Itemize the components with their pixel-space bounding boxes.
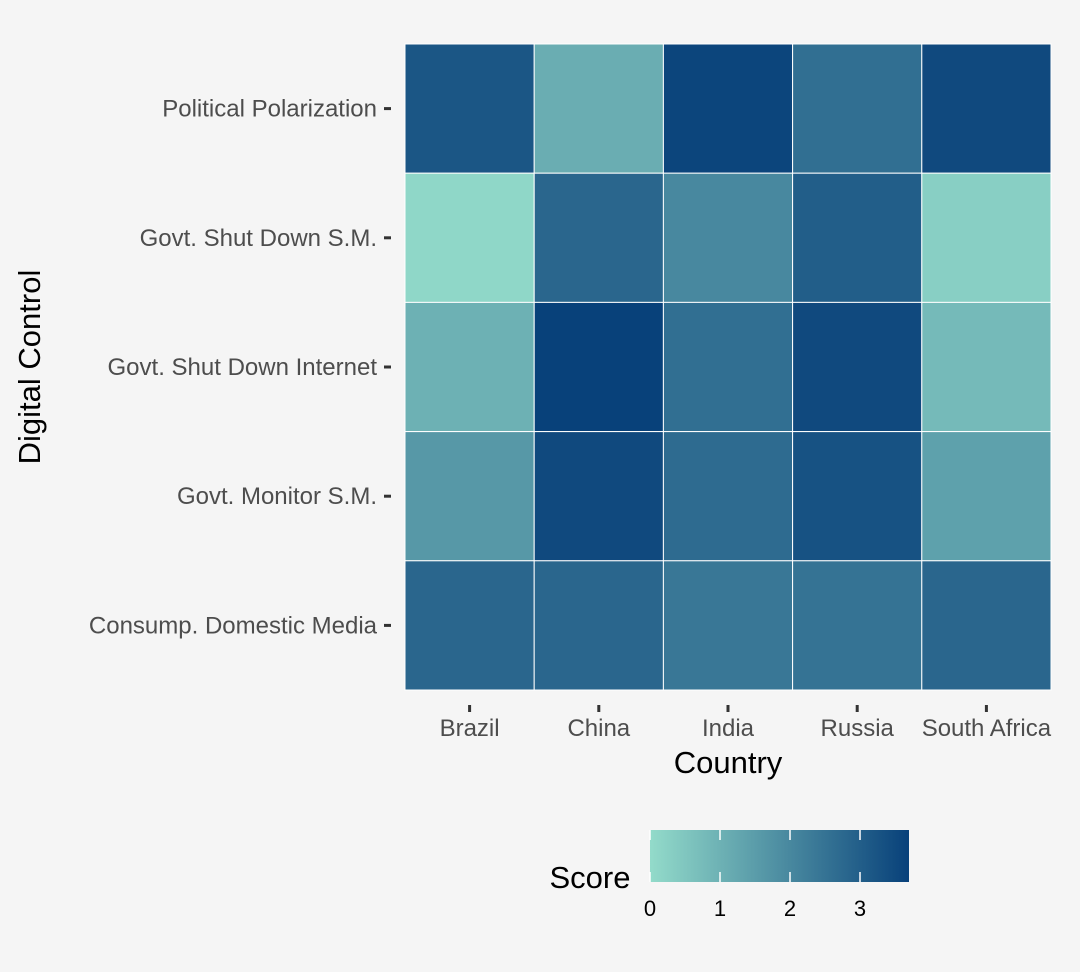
heatmap-cell: [921, 301, 1052, 433]
heatmap-cell: [921, 431, 1052, 562]
legend-colorbar: [650, 830, 909, 882]
heatmap-cell: [404, 172, 535, 303]
heatmap-cell: [662, 431, 794, 562]
heatmap-cell: [662, 43, 794, 174]
legend-tick-label: 3: [854, 896, 866, 921]
heatmap-cell: [792, 301, 923, 433]
heatmap-cell: [792, 431, 923, 562]
heatmap-cell: [921, 172, 1052, 303]
x-tick-label: Russia: [821, 715, 895, 742]
heatmap-cell: [792, 43, 923, 174]
heatmap-cell: [662, 560, 794, 691]
legend-tick-label: 1: [714, 896, 726, 921]
heatmap-cell: [533, 560, 664, 691]
legend-tick-label: 2: [784, 896, 796, 921]
heatmap-cell: [662, 301, 794, 433]
x-tick-label: China: [567, 715, 630, 742]
heatmap-cell: [662, 172, 794, 303]
heatmap-cell: [792, 560, 923, 691]
heatmap-cell: [404, 301, 535, 433]
heatmap-cell: [533, 172, 664, 303]
y-axis-title: Digital Control: [12, 270, 47, 465]
x-tick-label: India: [702, 715, 755, 742]
y-tick-label: Political Polarization: [162, 96, 377, 123]
heatmap-cell: [533, 43, 664, 174]
y-tick-label: Consump. Domestic Media: [89, 612, 378, 639]
y-tick-label: Govt. Monitor S.M.: [177, 483, 377, 510]
x-tick-label: South Africa: [922, 715, 1052, 742]
x-axis: Brazil China India Russia South Africa: [440, 705, 1052, 742]
heatmap-cell: [404, 43, 535, 174]
heatmap-cell: [921, 560, 1052, 691]
legend-tick-label: 0: [644, 896, 656, 921]
x-axis-title: Country: [674, 745, 783, 780]
heatmap-cell: [921, 43, 1052, 174]
heatmap-cell: [533, 431, 664, 562]
heatmap-cell: [404, 560, 535, 691]
legend: Score 0 1 2 3: [550, 830, 909, 921]
x-tick-label: Brazil: [440, 715, 500, 742]
legend-title: Score: [550, 860, 631, 895]
heatmap-cells: [404, 43, 1052, 691]
y-tick-label: Govt. Shut Down S.M.: [140, 225, 377, 252]
heatmap-cell: [404, 431, 535, 562]
y-axis: Political Polarization Govt. Shut Down S.…: [89, 96, 391, 639]
heatmap-cell: [533, 301, 664, 433]
y-tick-label: Govt. Shut Down Internet: [108, 354, 378, 381]
heatmap-cell: [792, 172, 923, 303]
